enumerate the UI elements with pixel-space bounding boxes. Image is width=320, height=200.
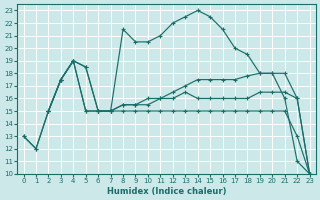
X-axis label: Humidex (Indice chaleur): Humidex (Indice chaleur): [107, 187, 226, 196]
